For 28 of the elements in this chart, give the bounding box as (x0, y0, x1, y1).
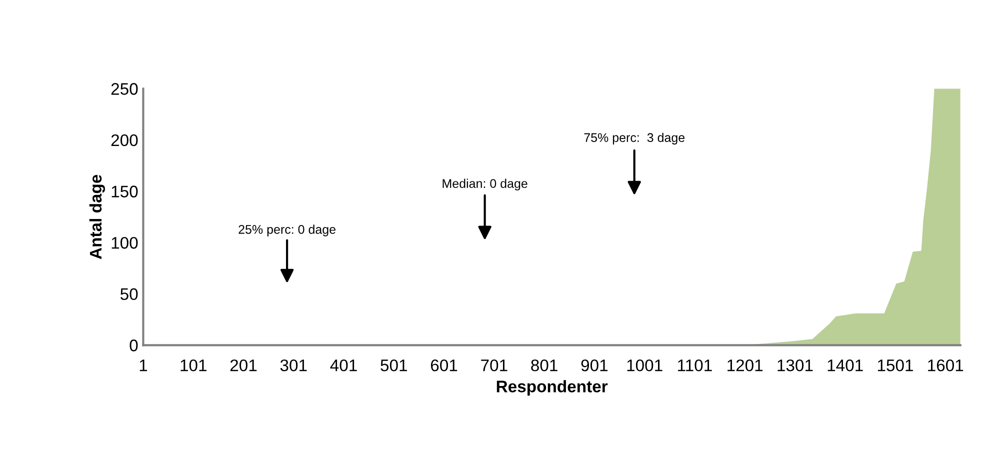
x-tick-label: 401 (330, 359, 357, 372)
x-tick-label: 301 (280, 359, 307, 372)
x-tick-label: 501 (380, 359, 407, 372)
x-tick-label: 201 (230, 359, 257, 372)
y-tick-label: 50 (120, 288, 138, 300)
x-tick-label: 901 (581, 359, 608, 372)
annotation: Median: 0 dage (442, 178, 528, 190)
annotation: 25% perc: 0 dage (238, 224, 336, 236)
x-tick-label: 1001 (627, 359, 662, 372)
x-tick-label: 601 (430, 359, 458, 372)
x-tick-label: 1 (140, 360, 148, 372)
y-tick-label: 0 (130, 340, 138, 352)
y-tick-label: 150 (112, 186, 138, 198)
y-axis-title: Antal dage (89, 174, 106, 260)
x-axis-title: Respondenter (496, 380, 608, 396)
x-tick-label: 1101 (678, 359, 712, 372)
y-tick-label: 100 (112, 236, 138, 249)
x-tick-label: 701 (481, 359, 508, 372)
x-tick-label: 101 (180, 359, 206, 372)
y-tick-label: 200 (111, 134, 138, 146)
x-tick-label: 1301 (778, 359, 813, 372)
y-tick-label: 250 (111, 83, 138, 95)
x-tick-label: 1401 (828, 359, 863, 372)
x-tick-label: 1201 (728, 359, 763, 372)
annotation: 75% perc: 3 dage (584, 132, 685, 144)
x-tick-label: 801 (531, 359, 558, 372)
x-tick-label: 1601 (928, 359, 964, 372)
x-tick-label: 1501 (878, 359, 913, 372)
